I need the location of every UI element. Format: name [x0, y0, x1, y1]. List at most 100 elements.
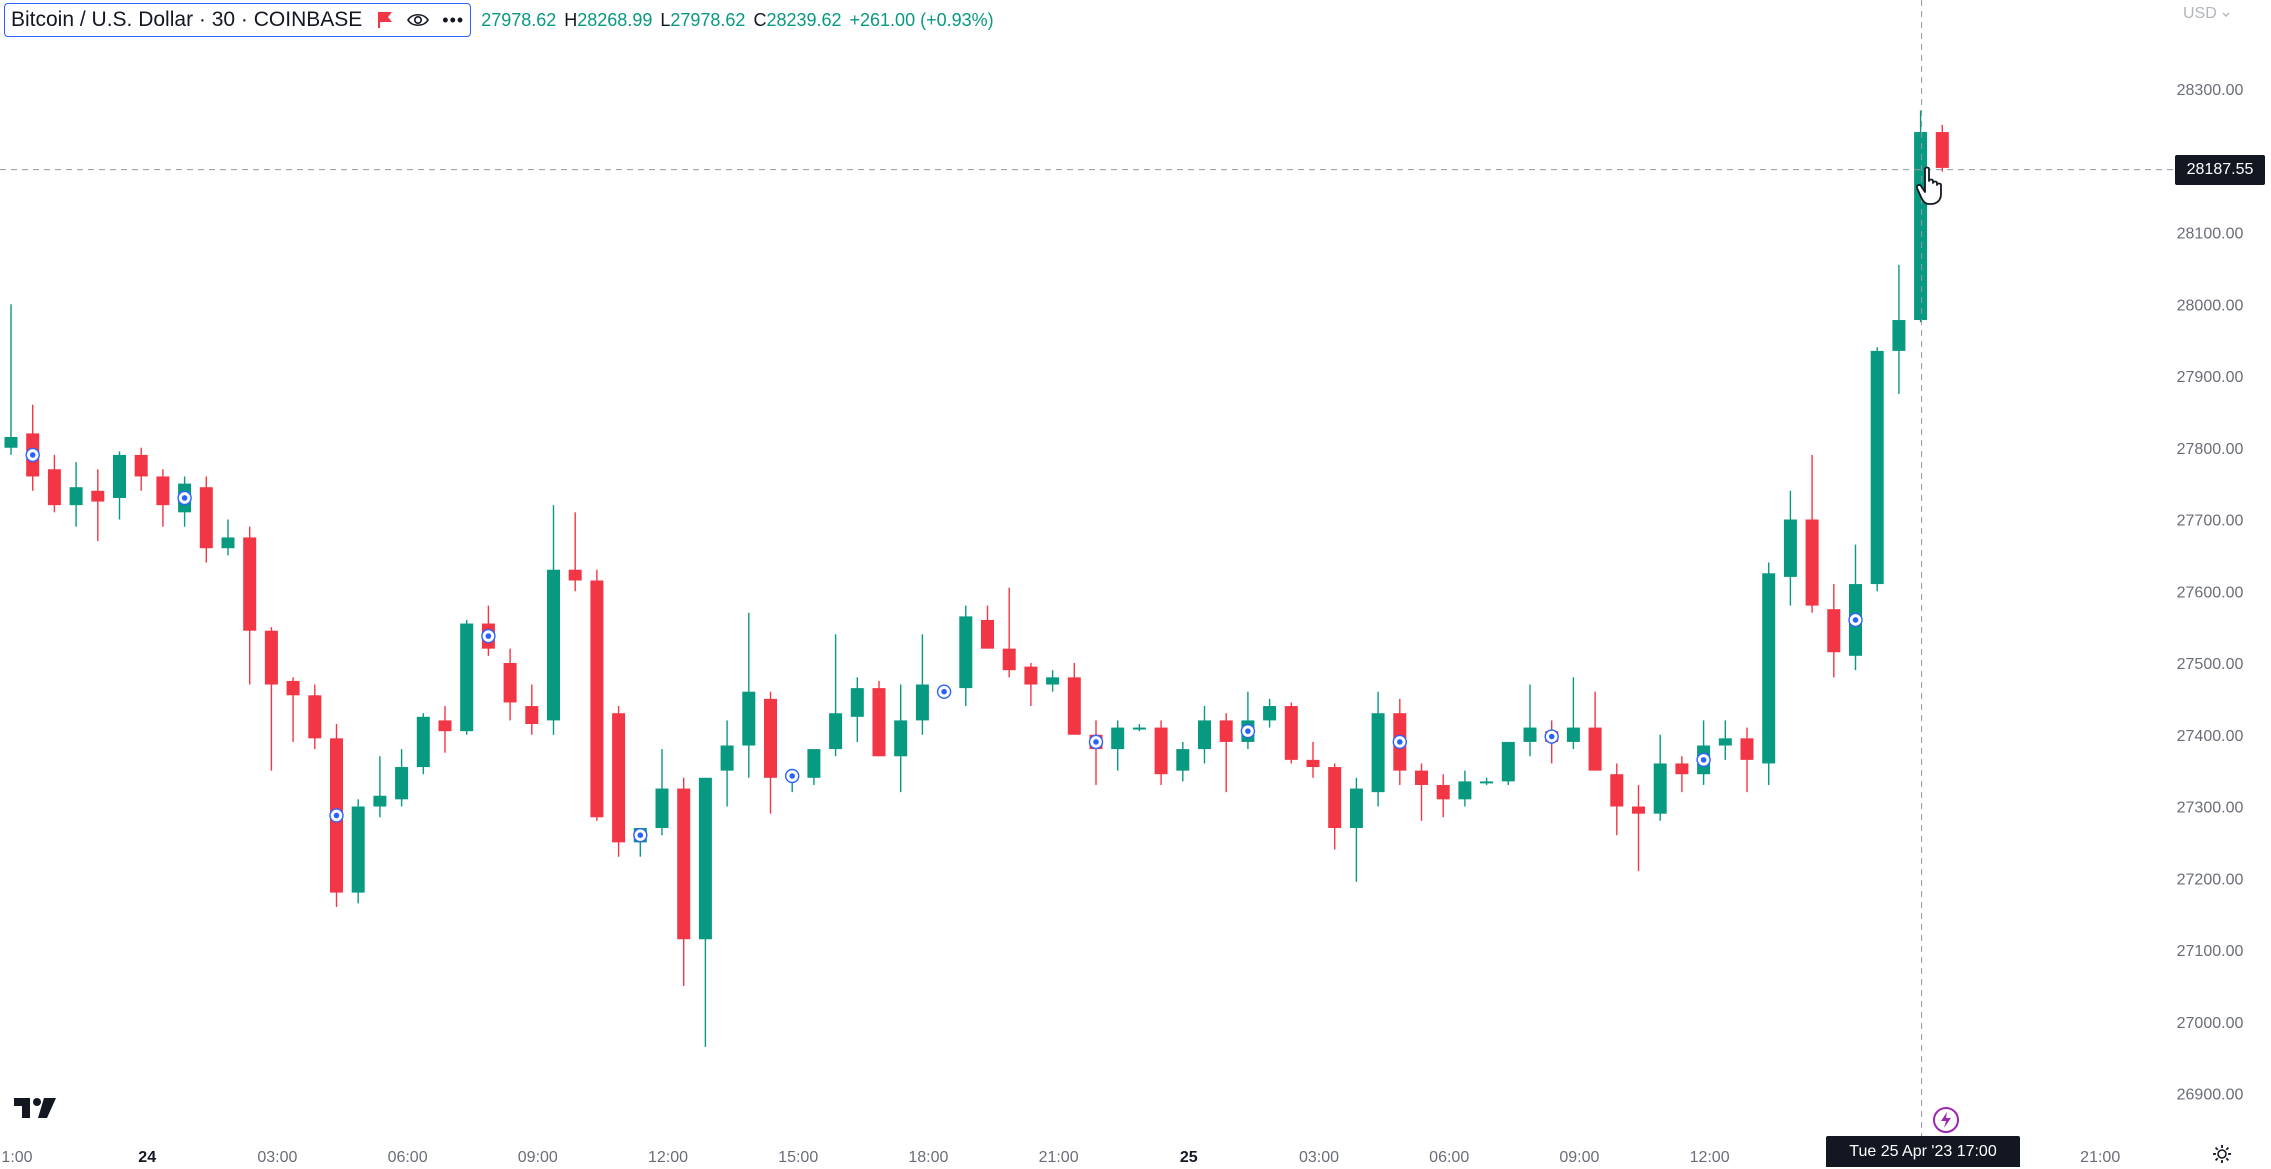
- candle-body: [1067, 677, 1081, 735]
- candle-body: [590, 580, 604, 818]
- candle-body: [1935, 132, 1949, 168]
- candle-body: [547, 569, 560, 721]
- ohlc-values: 27978.62 H 28268.99 L 27978.62 C 28239.62 +…: [473, 10, 993, 31]
- candle-body: [264, 630, 278, 685]
- currency-selector[interactable]: USD: [2183, 5, 2232, 23]
- candle-body: [134, 454, 148, 477]
- candle-body: [677, 788, 691, 940]
- candle-body: [1827, 609, 1841, 653]
- candle-body: [742, 691, 756, 746]
- candle-body: [69, 487, 83, 506]
- candle-body: [981, 619, 994, 649]
- bolt-icon[interactable]: [1931, 1105, 1961, 1140]
- dividend-marker-icon: [329, 808, 344, 823]
- candle-body: [525, 706, 539, 724]
- candle-body: [764, 698, 777, 778]
- x-tick-label: 21:00: [2080, 1149, 2120, 1166]
- price-axis[interactable]: 26900.00 27000.00 27100.00 27200.00 27300.00…: [2177, 82, 2244, 1104]
- more-icon[interactable]: •••: [442, 9, 465, 30]
- x-tick-label: 09:00: [1559, 1149, 1599, 1166]
- candle-body: [1610, 774, 1624, 807]
- x-tick-label: 1:00: [1, 1149, 32, 1166]
- candle-body: [351, 806, 365, 893]
- candle-body: [373, 795, 387, 807]
- dividend-marker-icon: [481, 628, 496, 644]
- candle-body: [416, 716, 430, 768]
- candle-body: [1219, 720, 1233, 742]
- ohlc-high-key: H: [564, 9, 578, 30]
- cursor-hand-icon: [1915, 166, 1950, 211]
- tradingview-logo[interactable]: [14, 1096, 58, 1125]
- x-tick-label: 15:00: [778, 1149, 818, 1166]
- candle-body: [1566, 727, 1580, 742]
- candle-body: [1870, 350, 1884, 585]
- ohlc-close-key: C: [753, 9, 767, 30]
- settings-icon[interactable]: [2212, 1144, 2232, 1169]
- candle-body: [1783, 519, 1797, 577]
- dividend-marker-icon: [1392, 734, 1408, 750]
- y-tick-label: 27200.00: [2177, 871, 2244, 888]
- candle-body: [655, 788, 669, 829]
- candle-body: [850, 688, 864, 717]
- dividend-marker-icon: [1696, 752, 1711, 768]
- y-tick-label: 27900.00: [2177, 369, 2244, 386]
- markers-layer: [25, 447, 1863, 843]
- x-tick-label: 24: [138, 1149, 156, 1166]
- y-tick-label: 27700.00: [2177, 513, 2244, 530]
- candle-body: [1914, 132, 1928, 321]
- symbol-title-box[interactable]: Bitcoin / U.S. Dollar · 30 · COINBASE ••…: [4, 3, 472, 37]
- flag-icon[interactable]: [376, 11, 394, 29]
- candle-body: [1002, 648, 1016, 671]
- ohlc-low-key: L: [660, 9, 671, 30]
- candle-body: [221, 537, 235, 549]
- y-tick-label: 27500.00: [2177, 656, 2244, 673]
- y-tick-label: 27100.00: [2177, 943, 2244, 960]
- time-axis[interactable]: 1:00 24 03:00 06:00 09:00 12:00 15:00 18:00 21:0…: [1, 1149, 2120, 1166]
- candle-body: [395, 767, 409, 800]
- candle-body: [1501, 741, 1515, 782]
- candle-body: [1371, 713, 1385, 793]
- candle-body: [1892, 320, 1906, 351]
- candle-body: [199, 487, 213, 549]
- dividend-marker-icon: [1848, 612, 1863, 628]
- dividend-marker-icon: [1544, 729, 1559, 744]
- x-tick-label: 12:00: [1690, 1149, 1730, 1166]
- dividend-marker-icon: [1088, 734, 1104, 750]
- chevron-down-icon: [2222, 12, 2230, 17]
- candle-body: [1632, 806, 1645, 814]
- candle-body: [91, 490, 105, 502]
- candle-body: [1328, 767, 1342, 829]
- eye-icon[interactable]: [406, 8, 430, 32]
- candle-body: [1588, 727, 1602, 771]
- ohlc-close-value: 28239.62: [766, 9, 842, 30]
- candle-body: [1718, 738, 1732, 746]
- x-tick-label: 06:00: [1429, 1149, 1469, 1166]
- candle-body: [872, 688, 886, 757]
- candle-body: [1306, 759, 1320, 768]
- y-tick-label: 27600.00: [2177, 584, 2244, 601]
- crosshair: [0, 0, 2180, 1136]
- y-tick-label: 28300.00: [2177, 82, 2244, 99]
- x-tick-label: 25: [1180, 1149, 1198, 1166]
- y-tick-label: 28000.00: [2177, 297, 2244, 314]
- candle-body: [1480, 781, 1494, 784]
- candle-body: [1024, 666, 1038, 685]
- symbol-title[interactable]: Bitcoin / U.S. Dollar · 30 · COINBASE: [11, 8, 363, 31]
- chart-legend: Bitcoin / U.S. Dollar · 30 · COINBASE ••…: [4, 2, 994, 38]
- currency-label[interactable]: USD: [2183, 5, 2217, 22]
- candle-body: [4, 436, 18, 448]
- candle-body: [1805, 519, 1819, 606]
- x-tick-label: 06:00: [388, 1149, 428, 1166]
- dividend-marker-icon: [25, 447, 40, 463]
- candle-body: [1675, 763, 1689, 775]
- candle-body: [1132, 727, 1146, 730]
- ohlc-low-value: 27978.62: [670, 9, 746, 30]
- x-tick-label: 21:00: [1039, 1149, 1079, 1166]
- candle-body: [503, 663, 517, 703]
- dividend-marker-icon: [1240, 723, 1256, 739]
- candle-body: [1458, 781, 1472, 800]
- dividend-marker-icon: [633, 828, 648, 843]
- candle-body: [720, 745, 734, 771]
- y-tick-label: 28100.00: [2177, 226, 2244, 243]
